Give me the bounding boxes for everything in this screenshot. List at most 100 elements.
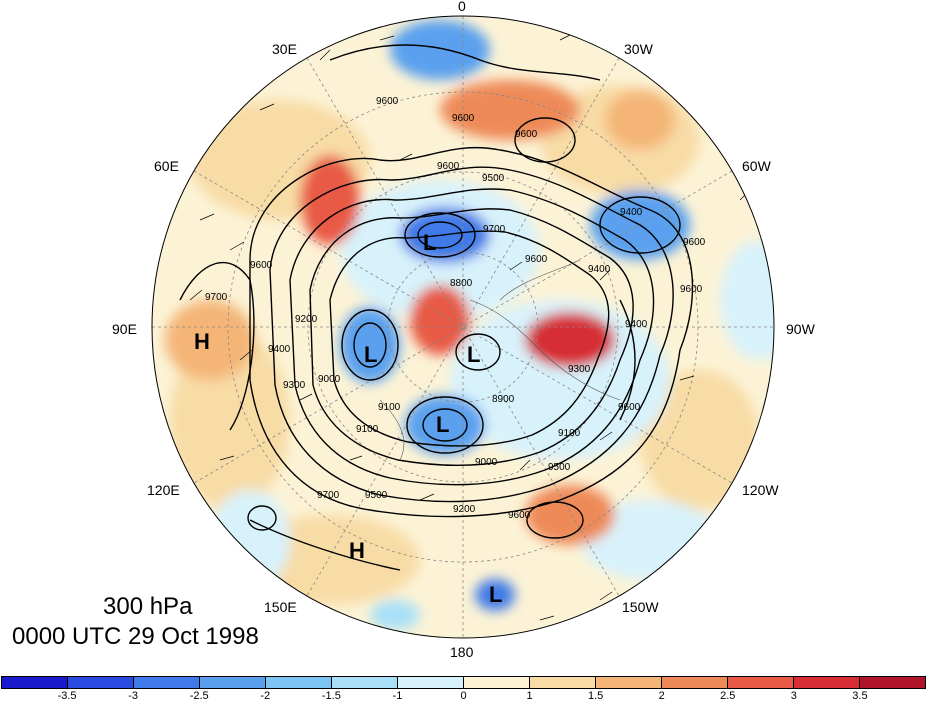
contour-labels: 9600 9600 9600 9600 9500 9400 9600 9700 …	[205, 96, 706, 521]
shade-cool	[370, 600, 420, 630]
contour-line	[619, 299, 636, 421]
low-center: L	[423, 230, 436, 255]
longitude-label: 120E	[147, 482, 180, 498]
contour-line	[422, 408, 468, 442]
low-center: L	[436, 412, 449, 437]
shade-warm	[440, 80, 580, 140]
colorbar-cell	[728, 677, 794, 688]
contour-label: 9400	[588, 264, 611, 275]
height-contours	[179, 44, 694, 571]
longitude-label: 90W	[786, 321, 815, 337]
colorbar-cell	[398, 677, 464, 688]
colorbar-cell	[530, 677, 596, 688]
contour-label: 9000	[318, 374, 341, 385]
contour-line	[329, 230, 610, 447]
contour-line	[329, 44, 601, 81]
contour-label: 9600	[515, 129, 538, 140]
contour-line	[247, 505, 277, 531]
colorbar-cell	[464, 677, 530, 688]
coastline	[499, 259, 581, 301]
colorbar-cell	[860, 677, 925, 688]
colorbar-tick-label: -2	[260, 690, 271, 702]
colorbar-tick-label: 2	[658, 690, 665, 702]
contour-label: 9700	[205, 292, 228, 303]
colorbar-cell	[266, 677, 332, 688]
contour-label: 9600	[250, 260, 273, 271]
longitude-label: 150E	[264, 599, 297, 615]
coastline	[469, 299, 621, 401]
longitude-label: 180	[450, 644, 474, 660]
contour-line	[179, 261, 255, 431]
contour-line	[269, 166, 674, 503]
map-border	[151, 15, 775, 639]
contour-line	[341, 309, 399, 381]
colorbar-tick-label: 1	[526, 690, 533, 702]
contour-label: 9100	[558, 428, 581, 439]
coastline	[379, 399, 405, 461]
low-center: L	[467, 342, 480, 367]
shade-warm	[300, 155, 360, 245]
colorbar-tick-label: 3.5	[852, 690, 868, 702]
contour-line	[404, 212, 476, 258]
contour-label: 9100	[356, 424, 379, 435]
contour-label: 9700	[317, 490, 340, 501]
contour-label: 9600	[437, 161, 460, 172]
contour-label: 8900	[492, 394, 515, 405]
contour-line	[455, 333, 501, 371]
meridian	[306, 57, 620, 597]
high-center: H	[194, 329, 210, 354]
shade-warm	[525, 485, 615, 545]
longitude-label: 150W	[622, 599, 659, 615]
shade-cool	[475, 579, 515, 611]
contour-label: 9400	[625, 319, 648, 330]
colorbar-tick-label: 3	[790, 690, 797, 702]
contour-label: 8800	[450, 278, 473, 289]
contour-line	[514, 117, 576, 163]
contour-label: 9600	[508, 510, 531, 521]
low-center: L	[489, 582, 502, 607]
contour-label: 9300	[568, 364, 591, 375]
colorbar-tick-label: 0	[460, 690, 467, 702]
colorbar-cell	[596, 677, 662, 688]
contour-label: 9500	[548, 462, 571, 473]
contour-line	[309, 208, 634, 466]
colorbar	[1, 676, 926, 689]
colorbar-tick-label: 1.5	[587, 690, 604, 702]
meridian	[193, 170, 733, 484]
contour-label: 9200	[453, 504, 476, 515]
contour-label: 9600	[680, 284, 703, 295]
low-center: L	[364, 342, 377, 367]
shade-cool	[390, 20, 490, 80]
longitude-label: 120W	[742, 482, 779, 498]
contour-line	[249, 519, 401, 571]
contour-label: 9200	[295, 314, 318, 325]
contour-label: 9700	[483, 224, 506, 235]
contour-label: 9600	[452, 113, 475, 124]
shade-warm	[525, 312, 615, 368]
colorbar-cell	[68, 677, 134, 688]
contour-line	[417, 221, 463, 249]
colorbar-cell	[134, 677, 200, 688]
longitude-label: 90E	[112, 321, 137, 337]
shade-warm	[410, 285, 470, 355]
shade-cool	[720, 240, 774, 360]
high-center: H	[349, 538, 365, 563]
contour-label: 9500	[482, 173, 505, 184]
shade-cool	[210, 490, 290, 590]
shade-cool	[340, 307, 400, 383]
contour-label: 9600	[525, 254, 548, 265]
contour-label: 9600	[376, 96, 399, 107]
shade-cool	[405, 395, 485, 455]
valid-time-label: 0000 UTC 29 Oct 1998	[12, 623, 259, 650]
contour-label: 9500	[365, 490, 388, 501]
contour-label: 9600	[683, 237, 706, 248]
colorbar-tick-label: -1.5	[321, 690, 341, 702]
graticule	[152, 16, 774, 638]
map-disc	[152, 16, 774, 638]
shade-warm	[605, 90, 675, 150]
pressure-centers: H L L L L H L	[194, 230, 502, 607]
contour-line	[599, 196, 681, 254]
contour-line	[526, 501, 584, 539]
anomaly-shading	[165, 20, 774, 630]
